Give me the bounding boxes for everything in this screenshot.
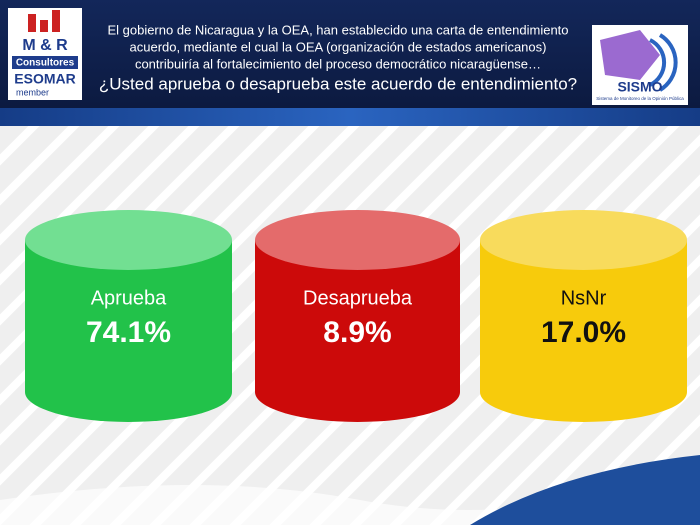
cylinders: Aprueba 74.1% Desaprueba 8.9% NsNr 17.0% bbox=[25, 210, 687, 423]
header-line: acuerdo, mediante el cual la OEA (organi… bbox=[130, 39, 547, 54]
cylinder-body bbox=[25, 240, 232, 423]
item-label: Desaprueba bbox=[303, 287, 413, 309]
cylinder-top bbox=[480, 210, 687, 270]
header-strip bbox=[0, 108, 700, 126]
item-value: 8.9% bbox=[323, 316, 391, 349]
logo-name: M & R bbox=[22, 37, 68, 54]
logo-waves bbox=[649, 33, 678, 92]
logo-name: SISMO bbox=[617, 79, 662, 95]
left-logo: M & R Consultores ESOMAR member bbox=[8, 8, 82, 100]
cylinder-body bbox=[255, 240, 460, 423]
header-text: El gobierno de Nicaragua y la OEA, han e… bbox=[99, 22, 577, 93]
logo-subtitle: Consultores bbox=[16, 58, 75, 69]
header bbox=[0, 0, 700, 108]
header-question: ¿Usted aprueba o desaprueba este acuerdo… bbox=[99, 74, 577, 93]
logo-band bbox=[12, 56, 78, 69]
item-label: Aprueba bbox=[91, 287, 167, 309]
logo-member: member bbox=[16, 87, 49, 97]
cylinder-top bbox=[25, 210, 232, 270]
logo-org: ESOMAR bbox=[14, 71, 75, 87]
cylinder-body bbox=[480, 240, 687, 423]
item-value: 17.0% bbox=[541, 316, 626, 349]
logo-subtitle: Sistema de Monitoreo de la Opinión Públi… bbox=[596, 96, 684, 101]
right-logo: SISMO Sistema de Monitoreo de la Opinión… bbox=[592, 25, 688, 105]
swoosh bbox=[470, 455, 700, 525]
cylinder-top bbox=[255, 210, 460, 270]
header-line: El gobierno de Nicaragua y la OEA, han e… bbox=[107, 22, 568, 37]
logo-map bbox=[600, 30, 660, 80]
item-value: 74.1% bbox=[86, 316, 171, 349]
logo-bar bbox=[52, 10, 60, 32]
item-label: NsNr bbox=[561, 287, 607, 309]
logo-bar bbox=[28, 14, 36, 32]
logo-bar bbox=[40, 20, 48, 32]
header-line: contribuiría al fortalecimiento del proc… bbox=[135, 56, 541, 71]
